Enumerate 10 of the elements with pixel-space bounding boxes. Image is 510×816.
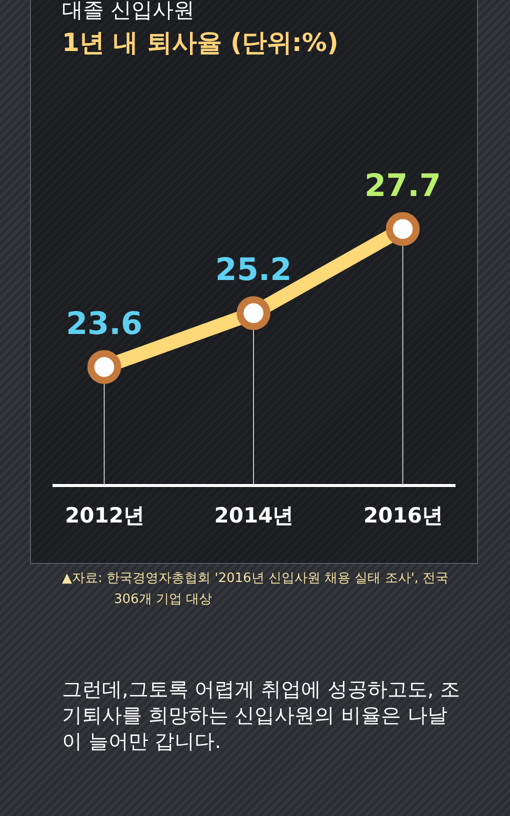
- chart-subtitle: 1년 내 퇴사율 (단위:%): [62, 28, 338, 57]
- x-tick-label: 2014년: [214, 504, 294, 528]
- text: ▲자료: 한국경영자총협회 '2016년 신입사원 채용 실태 조사', 전국 306개 기업 대상: [62, 570, 450, 609]
- x-tick-label: 2016년: [364, 504, 443, 528]
- data-label: 25.2: [215, 252, 292, 288]
- chart-title: 대졸 신입사원: [62, 0, 195, 22]
- data-label: 23.6: [66, 306, 142, 342]
- data-label: 27.7: [364, 168, 442, 204]
- x-tick-label: 2012년: [65, 504, 144, 528]
- text: 그런데,그토록 어렵게 취업에 성공하고도, 조기퇴사를 희망하는 신입사원의 비율은 나날이 늘어만 갑니다.: [62, 676, 462, 754]
